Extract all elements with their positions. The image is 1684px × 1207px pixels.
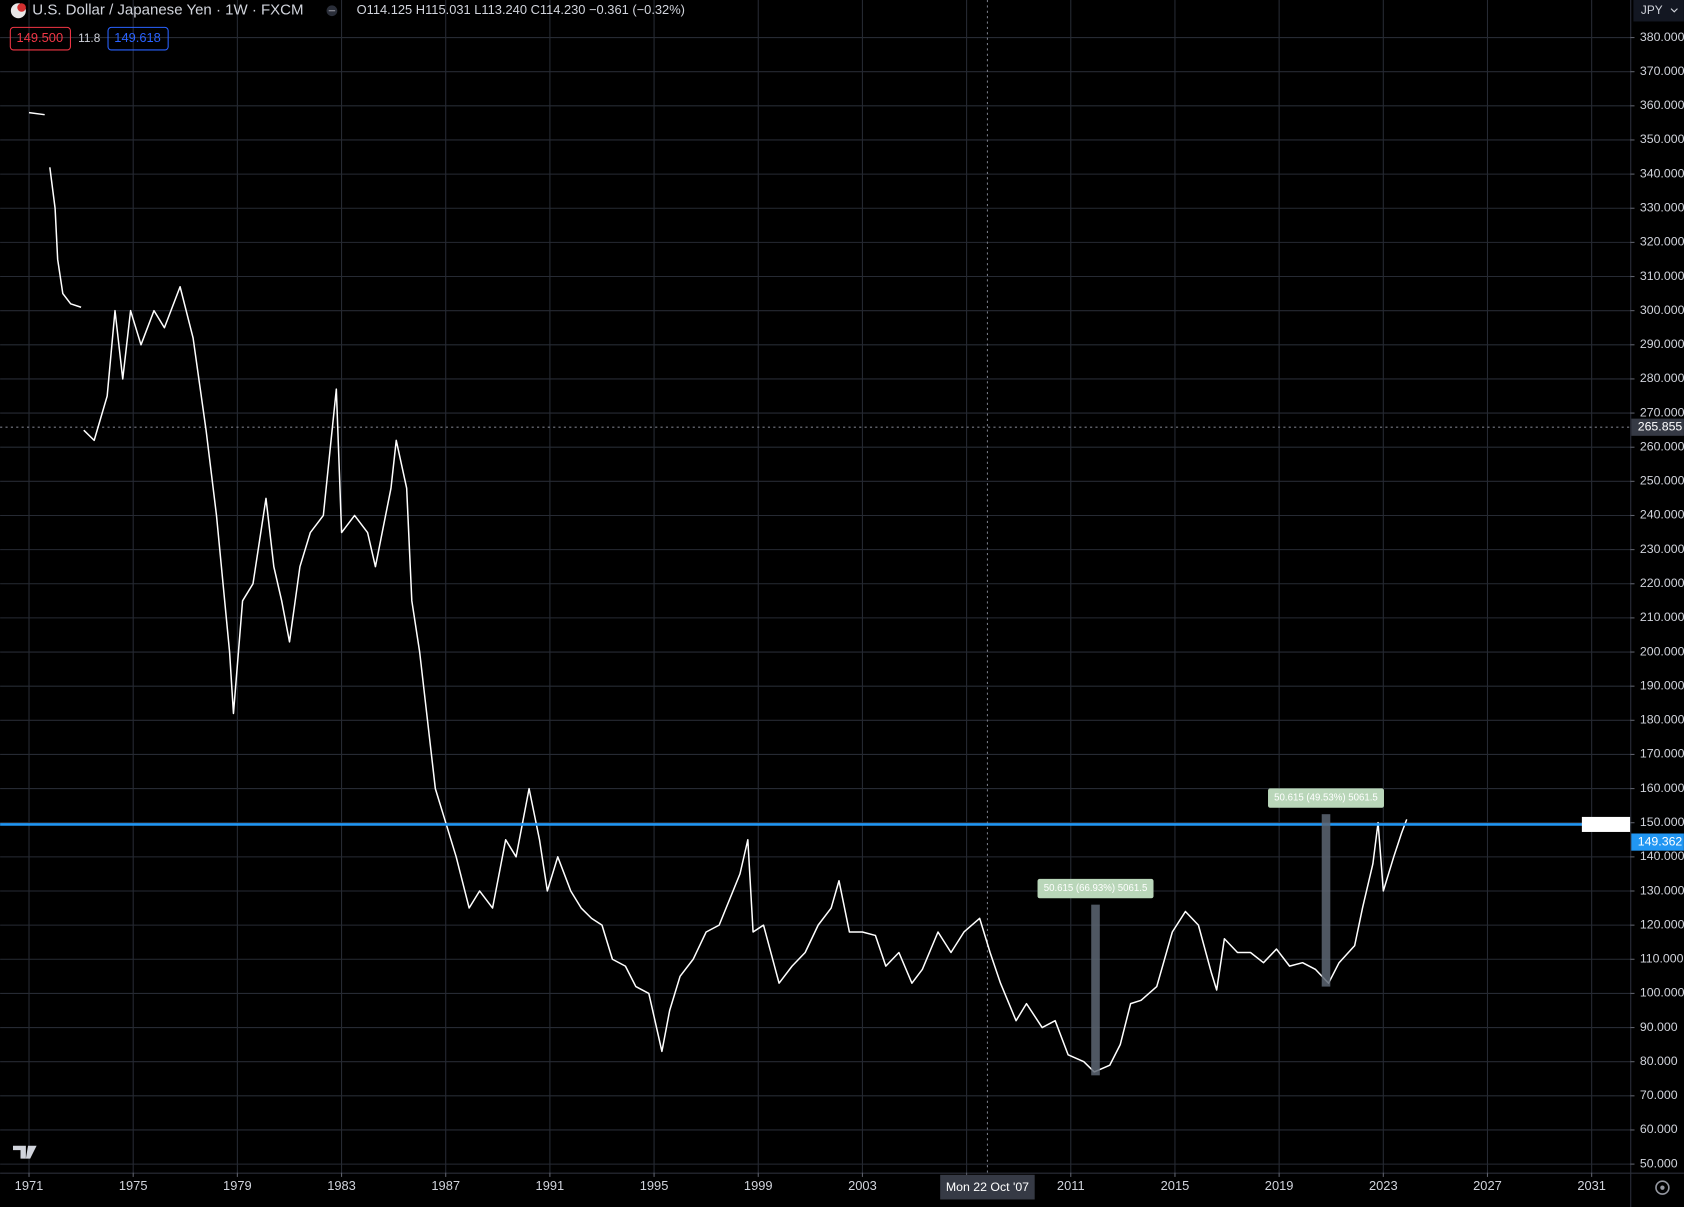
y-tick-label: 190.000 xyxy=(1640,678,1684,692)
symbol-icon xyxy=(17,3,26,12)
settings-icon[interactable] xyxy=(1655,1180,1670,1195)
y-tick-label: 250.000 xyxy=(1640,474,1684,488)
level-handle xyxy=(1581,816,1631,832)
measure-label: 50.615 (66.93%) 5061.5 xyxy=(1044,883,1148,894)
y-tick-label: 270.000 xyxy=(1640,405,1684,419)
y-tick-label: 340.000 xyxy=(1640,166,1684,180)
buy-price[interactable]: 149.618 xyxy=(114,30,161,45)
y-tick-label: 290.000 xyxy=(1640,337,1684,351)
x-tick-label: 2031 xyxy=(1577,1178,1606,1193)
y-tick-label: 60.000 xyxy=(1640,1122,1678,1136)
y-tick-label: 240.000 xyxy=(1640,508,1684,522)
price-line xyxy=(28,111,1408,1073)
crosshair-x-label-bg xyxy=(940,1174,1035,1200)
sell-price[interactable]: 149.500 xyxy=(17,30,64,45)
measure-bar xyxy=(1321,814,1331,987)
x-tick-label: 1971 xyxy=(15,1178,44,1193)
x-tick-label: 2015 xyxy=(1161,1178,1190,1193)
y-tick-label: 330.000 xyxy=(1640,201,1684,215)
grid xyxy=(0,0,1631,1173)
y-tick-label: 350.000 xyxy=(1640,132,1684,146)
y-tick-label: 260.000 xyxy=(1640,439,1684,453)
y-tick-label: 90.000 xyxy=(1640,1020,1678,1034)
y-tick-label: 180.000 xyxy=(1640,713,1684,727)
measure-label-bg xyxy=(1037,878,1154,899)
currency-button[interactable] xyxy=(1633,0,1684,22)
y-tick-label: 210.000 xyxy=(1640,610,1684,624)
last-price-label: 149.362 xyxy=(1638,834,1683,848)
y-tick-label: 130.000 xyxy=(1640,883,1684,897)
y-tick-label: 230.000 xyxy=(1640,542,1684,556)
dropdown-icon xyxy=(1670,8,1678,13)
y-tick-label: 140.000 xyxy=(1640,849,1684,863)
y-tick-label: 370.000 xyxy=(1640,64,1684,78)
y-tick-label: 50.000 xyxy=(1640,1156,1678,1170)
crosshair-y-label: 265.855 xyxy=(1638,419,1683,433)
y-tick-label: 380.000 xyxy=(1640,30,1684,44)
y-tick-label: 280.000 xyxy=(1640,371,1684,385)
x-tick-label: 2011 xyxy=(1057,1178,1085,1193)
x-tick-label: 1983 xyxy=(327,1178,356,1193)
currency[interactable]: JPY xyxy=(1641,3,1663,17)
spread: 11.8 xyxy=(78,31,101,45)
x-tick-label: 1979 xyxy=(223,1178,252,1193)
y-tick-label: 160.000 xyxy=(1640,781,1684,795)
y-tick-label: 310.000 xyxy=(1640,269,1684,283)
y-tick-label: 170.000 xyxy=(1640,747,1684,761)
crosshair-y-label-bg xyxy=(1631,418,1684,436)
x-tick-label: 1991 xyxy=(536,1178,565,1193)
y-tick-label: 70.000 xyxy=(1640,1088,1678,1102)
x-tick-label: 2027 xyxy=(1473,1178,1502,1193)
y-tick-label: 120.000 xyxy=(1640,917,1684,931)
x-tick-label: 2003 xyxy=(848,1178,877,1193)
y-tick-label: 80.000 xyxy=(1640,1054,1678,1068)
x-tick-label: 2019 xyxy=(1265,1178,1294,1193)
buy-button[interactable] xyxy=(107,26,169,51)
measure-label: 50.615 (49.53%) 5061.5 xyxy=(1274,793,1378,804)
last-price-label-bg xyxy=(1631,833,1684,851)
x-tick-label: 1995 xyxy=(640,1178,669,1193)
y-tick-label: 150.000 xyxy=(1640,815,1684,829)
measure-bar xyxy=(1091,904,1100,1076)
x-tick-label: 1987 xyxy=(431,1178,460,1193)
y-tick-label: 300.000 xyxy=(1640,303,1684,317)
y-tick-label: 220.000 xyxy=(1640,576,1684,590)
x-tick-label: 1975 xyxy=(119,1178,148,1193)
axes: 50.000 60.000 70.000 80.000 90.000 100.000 110… xyxy=(15,30,1684,1200)
y-tick-label: 360.000 xyxy=(1640,98,1684,112)
symbol-title[interactable]: U.S. Dollar / Japanese Yen · 1W · FXCM xyxy=(32,2,303,19)
settings-icon xyxy=(1660,1185,1665,1190)
logo xyxy=(12,1145,37,1159)
y-tick-label: 200.000 xyxy=(1640,644,1684,658)
plot: 50.615 (66.93%) 5061.5 50.615 (49.53%) 50… xyxy=(0,0,1631,1173)
y-tick-label: 320.000 xyxy=(1640,235,1684,249)
sell-button[interactable] xyxy=(9,26,71,51)
ohlc: O114.125 H115.031 L113.240 C114.230 −0.3… xyxy=(357,2,685,17)
y-tick-label: 100.000 xyxy=(1640,986,1684,1000)
crosshair-x-label: Mon 22 Oct '07 xyxy=(946,1180,1029,1194)
measure-label-bg xyxy=(1268,788,1384,808)
x-tick-label: 1999 xyxy=(744,1178,773,1193)
y-tick-label: 110.000 xyxy=(1640,952,1684,966)
x-tick-label: 2023 xyxy=(1369,1178,1398,1193)
